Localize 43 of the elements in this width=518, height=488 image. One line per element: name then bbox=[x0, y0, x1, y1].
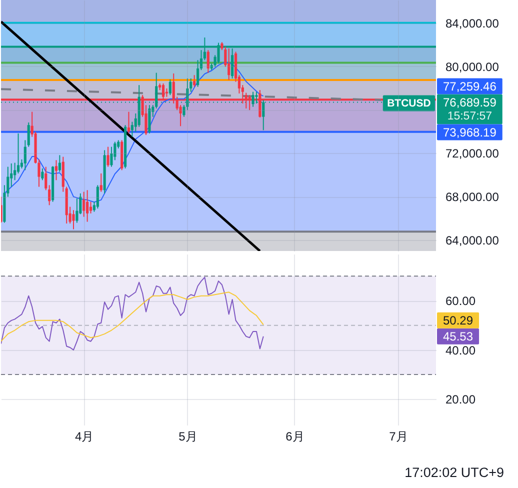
text: 50.29 bbox=[442, 313, 474, 328]
line-series bbox=[1, 292, 264, 342]
candlestick bbox=[24, 140, 26, 171]
x-tick-label: 6月 bbox=[286, 430, 304, 444]
text: 77,259.46 bbox=[442, 79, 497, 94]
candlestick bbox=[27, 122, 30, 148]
candlestick bbox=[58, 154, 61, 172]
candlestick bbox=[72, 210, 75, 230]
candlestick bbox=[193, 74, 196, 88]
line-series bbox=[1, 276, 264, 350]
candlestick bbox=[89, 201, 92, 214]
candlestick bbox=[106, 146, 110, 168]
candlestick bbox=[86, 190, 89, 222]
candlestick bbox=[148, 104, 151, 134]
text: 15:57:57 bbox=[447, 110, 492, 122]
candlestick bbox=[228, 48, 230, 81]
candlestick bbox=[82, 191, 86, 218]
candlestick bbox=[110, 146, 113, 168]
candlestick bbox=[76, 198, 78, 224]
ref-line-label: 76,689.59 bbox=[442, 95, 497, 110]
annotation: BTCUSD bbox=[387, 97, 432, 110]
candlestick bbox=[127, 111, 130, 134]
candlestick bbox=[54, 160, 58, 181]
candlestick bbox=[96, 184, 99, 210]
y-tick-label: 64,000.00 bbox=[446, 234, 500, 248]
y-tick-label: 68,000.00 bbox=[446, 190, 500, 204]
y-tick-label: 72,000.00 bbox=[446, 146, 500, 161]
candlestick bbox=[168, 78, 172, 96]
x-tick-label: 5月 bbox=[178, 430, 198, 444]
candlestick bbox=[252, 91, 254, 108]
x-tick-label: 7月 bbox=[389, 430, 408, 444]
y-tick-label: 60.00 bbox=[446, 294, 476, 308]
candlestick bbox=[100, 172, 102, 192]
x-tick-label: 4月 bbox=[75, 430, 94, 444]
text: 17:02:02 UTC+9 bbox=[404, 465, 504, 480]
y-tick-label: 20.00 bbox=[446, 392, 476, 407]
y-tick-label: 80,000.00 bbox=[446, 60, 500, 74]
y-tick-label: 40.00 bbox=[446, 343, 476, 358]
candlestick bbox=[41, 168, 44, 181]
ref-line-label: 73,968.19 bbox=[442, 125, 497, 140]
candlestick bbox=[206, 50, 210, 74]
y-tick-label: 84,000.00 bbox=[446, 16, 500, 30]
text: 45.53 bbox=[442, 329, 474, 344]
